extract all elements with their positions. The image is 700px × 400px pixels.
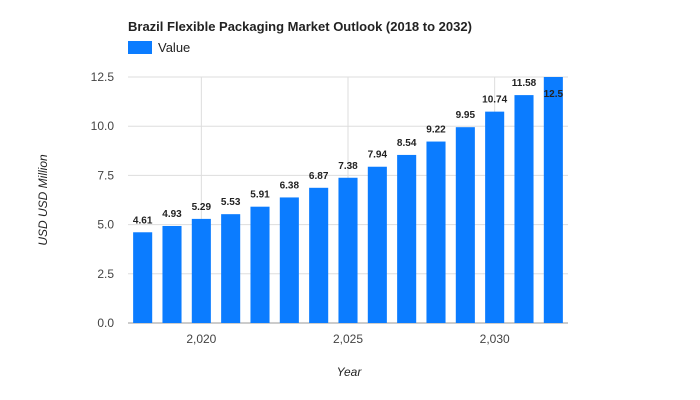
bar-2021 [221,214,241,323]
data-label-2030: 10.74 [482,95,507,106]
bar-2029 [455,127,475,324]
data-label-2021: 5.53 [221,197,241,208]
bars [133,77,563,324]
bar-2026 [367,166,387,323]
data-label-2024: 6.87 [309,171,329,182]
y-tick-label: 7.5 [97,168,114,182]
data-labels: 4.61 4.93 5.29 5.53 5.91 6.38 6.87 7.38 7.94 8.54… [133,78,564,226]
bar-2028 [426,141,446,323]
y-tick-label: 5.0 [97,218,114,232]
bar-2030 [485,111,505,323]
data-label-2019: 4.93 [162,209,182,220]
bar-2031 [514,95,534,324]
y-tick-label: 2.5 [97,267,114,281]
x-tick-label: 2,025 [333,332,363,346]
data-label-2032: 12.5 [544,89,564,100]
x-tick-label: 2,030 [480,332,510,346]
legend-label-value: Value [158,40,190,55]
y-tick-label: 10.0 [91,119,115,133]
bar-2027 [397,154,417,323]
data-label-2031: 11.58 [512,78,537,89]
data-label-2025: 7.38 [338,161,358,172]
y-tick-label: 12.5 [91,70,115,84]
chart-title: Brazil Flexible Packaging Market Outlook… [128,19,472,34]
y-axis-ticks: 0.0 2.5 5.0 7.5 10.0 12.5 [91,70,115,330]
x-tick-label: 2,020 [186,332,216,346]
data-label-2028: 9.22 [426,125,446,136]
legend-swatch-value [128,41,152,54]
legend: Value [128,40,190,55]
data-label-2026: 7.94 [368,150,388,161]
data-label-2020: 5.29 [192,202,212,213]
bar-2024 [309,187,329,323]
data-label-2018: 4.61 [133,215,153,226]
bar-2018 [133,232,153,323]
data-label-2029: 9.95 [456,110,476,121]
bar-2020 [191,218,211,323]
x-axis-title: Year [337,365,363,379]
x-axis-ticks: 2,020 2,025 2,030 [186,332,510,346]
bar-2032 [543,77,563,323]
y-tick-label: 0.0 [97,316,114,330]
bar-2023 [279,197,299,323]
bar-2022 [250,206,270,323]
data-label-2022: 5.91 [250,190,270,201]
y-axis-title: USD USD Million [36,154,50,246]
bar-2019 [162,225,182,323]
data-label-2027: 8.54 [397,138,417,149]
bar-2025 [338,177,358,323]
data-label-2023: 6.38 [280,180,300,191]
